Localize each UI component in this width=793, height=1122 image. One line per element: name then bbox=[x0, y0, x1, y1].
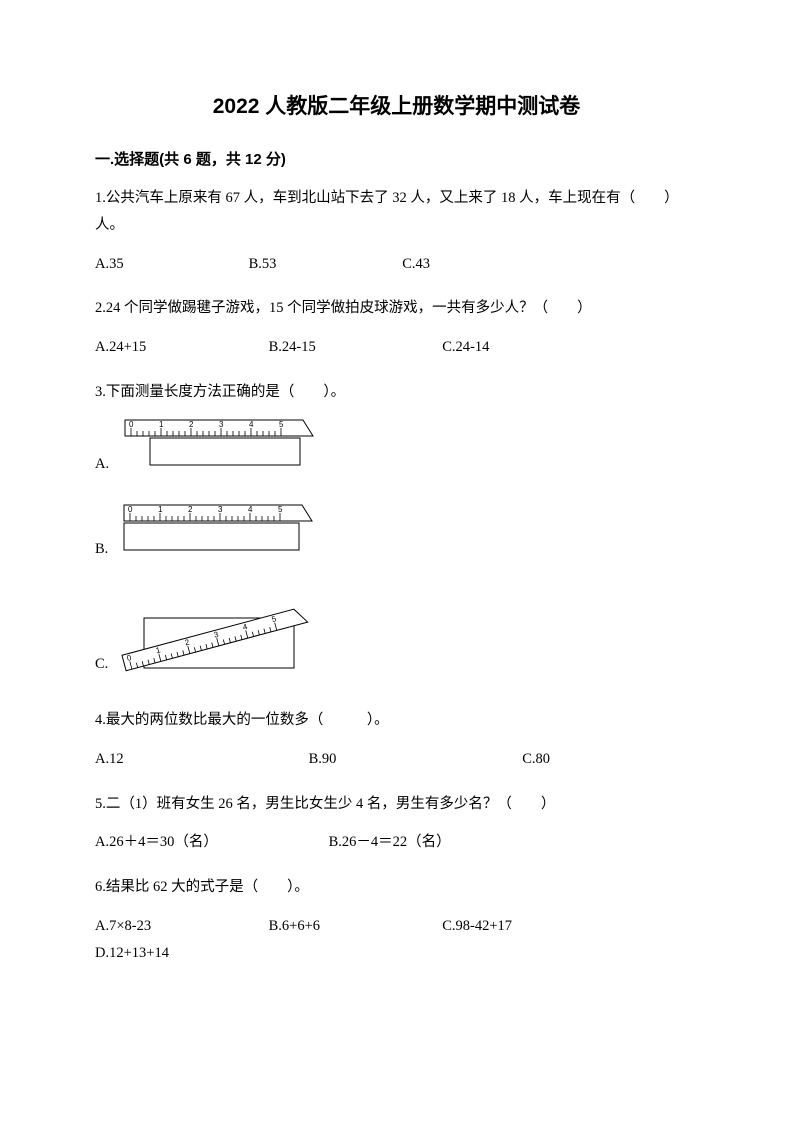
question-4-options: A.12 B.90 C.80 bbox=[95, 746, 698, 773]
q6-option-b: B.6+6+6 bbox=[269, 913, 439, 940]
question-4: 4.最大的两位数比最大的一位数多（ ）。 bbox=[95, 707, 698, 734]
q3-option-b-figure: B. 0 1 2 3 4 5 bbox=[95, 503, 698, 558]
ruler-diagram-a: 0 1 2 3 4 5 bbox=[115, 418, 315, 473]
question-1-options: A.35 B.53 C.43 bbox=[95, 251, 698, 278]
q6-option-a: A.7×8-23 bbox=[95, 913, 265, 940]
q5-option-a: A.26＋4＝30（名） bbox=[95, 829, 325, 856]
q3-label-b: B. bbox=[95, 541, 108, 558]
q5-option-b: B.26－4＝22（名） bbox=[329, 829, 451, 856]
question-1: 1.公共汽车上原来有 67 人，车到北山站下去了 32 人，又上来了 18 人，… bbox=[95, 185, 698, 239]
q1-option-c: C.43 bbox=[402, 251, 430, 278]
question-3: 3.下面测量长度方法正确的是（ ）。 bbox=[95, 379, 698, 406]
q4-option-c: C.80 bbox=[522, 746, 550, 773]
question-6-options: A.7×8-23 B.6+6+6 C.98-42+17 D.12+13+14 bbox=[95, 913, 698, 967]
svg-text:0: 0 bbox=[129, 420, 134, 429]
question-2-options: A.24+15 B.24-15 C.24-14 bbox=[95, 334, 698, 361]
ruler-diagram-c: 012345 bbox=[114, 588, 334, 673]
svg-text:2: 2 bbox=[188, 505, 193, 514]
question-5-options: A.26＋4＝30（名） B.26－4＝22（名） bbox=[95, 829, 698, 856]
q3-label-c: C. bbox=[95, 656, 108, 673]
q3-label-a: A. bbox=[95, 456, 109, 473]
question-6: 6.结果比 62 大的式子是（ ）。 bbox=[95, 874, 698, 901]
q2-option-b: B.24-15 bbox=[269, 334, 439, 361]
svg-text:2: 2 bbox=[189, 420, 194, 429]
svg-text:1: 1 bbox=[158, 505, 163, 514]
exam-page: 2022 人教版二年级上册数学期中测试卷 一.选择题(共 6 题，共 12 分)… bbox=[0, 0, 793, 1045]
q2-option-a: A.24+15 bbox=[95, 334, 265, 361]
q3-option-a-figure: A. 0 1 2 3 4 5 bbox=[95, 418, 698, 473]
q1-option-b: B.53 bbox=[249, 251, 399, 278]
q2-option-c: C.24-14 bbox=[442, 334, 489, 361]
q3-option-c-figure: C. 012345 bbox=[95, 588, 698, 673]
svg-text:4: 4 bbox=[249, 420, 254, 429]
q6-option-c: C.98-42+17 bbox=[442, 913, 512, 940]
page-title: 2022 人教版二年级上册数学期中测试卷 bbox=[95, 90, 698, 120]
svg-text:1: 1 bbox=[159, 420, 164, 429]
svg-text:3: 3 bbox=[219, 420, 224, 429]
q4-option-b: B.90 bbox=[309, 746, 519, 773]
question-2: 2.24 个同学做踢毽子游戏，15 个同学做拍皮球游戏，一共有多少人？（ ） bbox=[95, 295, 698, 322]
q1-option-a: A.35 bbox=[95, 251, 245, 278]
question-5: 5.二（1）班有女生 26 名，男生比女生少 4 名，男生有多少名？（ ） bbox=[95, 791, 698, 818]
svg-text:0: 0 bbox=[128, 505, 133, 514]
ruler-diagram-b: 0 1 2 3 4 5 bbox=[114, 503, 314, 558]
svg-text:5: 5 bbox=[279, 420, 284, 429]
q4-option-a: A.12 bbox=[95, 746, 305, 773]
q6-option-d: D.12+13+14 bbox=[95, 940, 265, 967]
svg-text:5: 5 bbox=[278, 505, 283, 514]
svg-text:3: 3 bbox=[218, 505, 223, 514]
section-1-header: 一.选择题(共 6 题，共 12 分) bbox=[95, 148, 698, 169]
svg-text:4: 4 bbox=[248, 505, 253, 514]
